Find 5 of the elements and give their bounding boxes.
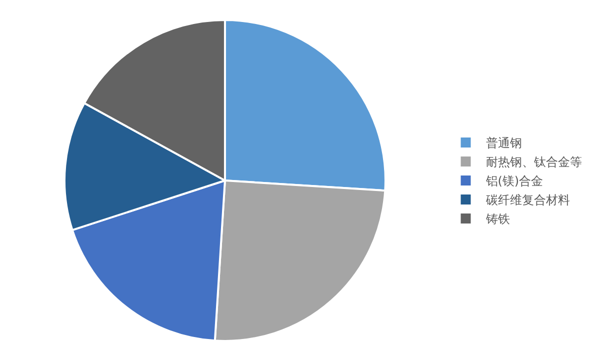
legend-label: 普通钢: [486, 136, 522, 150]
legend-label: 铸铁: [484, 212, 510, 226]
legend-label: 铝(镁)合金: [484, 174, 544, 188]
legend-label: 碳纤维复合材料: [484, 193, 570, 208]
legend-label: 耐热钢、钛合金等: [486, 155, 582, 170]
